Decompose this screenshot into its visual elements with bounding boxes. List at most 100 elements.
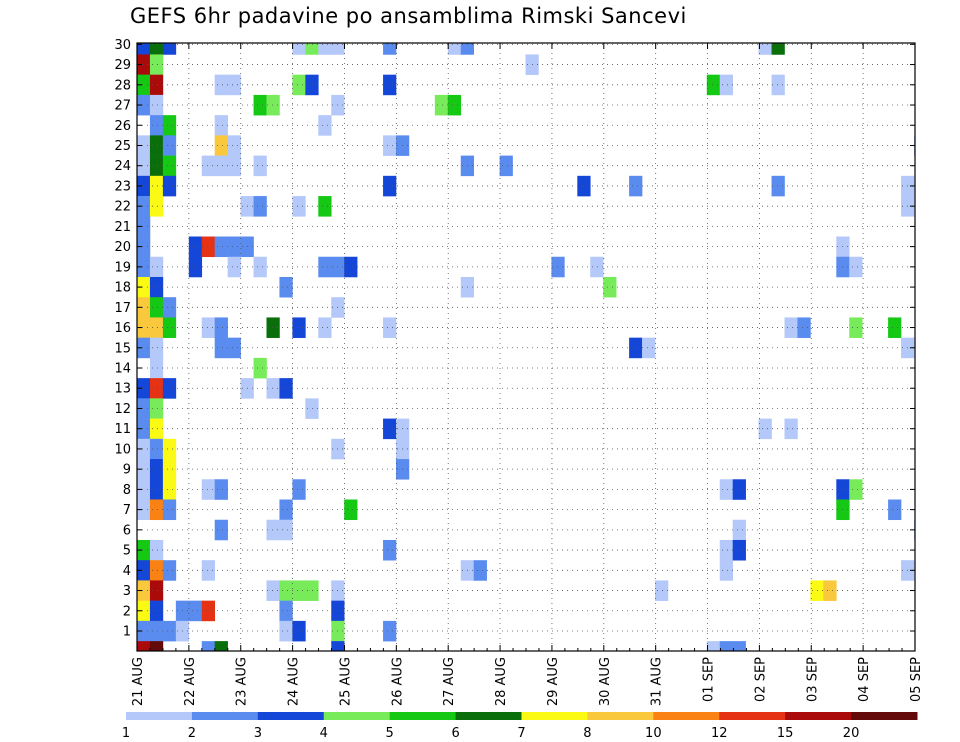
- heatmap-cell: [733, 661, 746, 682]
- y-tick-label: 14: [114, 362, 131, 377]
- heatmap-cell: [849, 317, 863, 338]
- heatmap-cell: [149, 438, 164, 460]
- heatmap-cell: [227, 337, 241, 359]
- heatmap-cell: [162, 115, 177, 136]
- heatmap-cell: [149, 479, 164, 500]
- heatmap-cell: [201, 560, 215, 581]
- heatmap-cell: [719, 641, 733, 651]
- heatmap-cell: [927, 500, 940, 521]
- heatmap-cell: [162, 43, 177, 55]
- heatmap-cell: [888, 317, 902, 338]
- y-tick-label: 10: [114, 442, 131, 457]
- y-tick-label: 6: [123, 523, 131, 538]
- heatmap-cell: [253, 357, 267, 379]
- heatmap-cell: [292, 580, 306, 601]
- y-axis-ticks: 1234567891011121314151617181920212223242…: [114, 38, 915, 640]
- heatmap-cell: [227, 155, 241, 177]
- heatmap-cell: [383, 620, 397, 642]
- heatmap-cell: [849, 256, 863, 278]
- heatmap-cell: [292, 74, 306, 96]
- heatmap-cell: [940, 176, 953, 197]
- heatmap-cell: [201, 479, 215, 500]
- heatmap-cell: [214, 74, 228, 96]
- heatmap-cell: [305, 398, 319, 419]
- heatmap-cell: [383, 74, 397, 96]
- heatmap-cell: [719, 479, 733, 500]
- heatmap-cell: [292, 620, 306, 642]
- heatmap-cell: [953, 378, 960, 399]
- x-tick-label: 31 AUG: [650, 657, 665, 706]
- heatmap-cell: [771, 74, 785, 96]
- x-tick-label: 04 SEP: [857, 657, 872, 702]
- x-tick-label: 05 SEP: [909, 657, 924, 702]
- heatmap-cell: [266, 519, 280, 541]
- heatmap-cell: [137, 297, 151, 318]
- heatmap-cell: [137, 539, 151, 561]
- heatmap-cell: [137, 175, 151, 197]
- heatmap-cell: [137, 499, 151, 521]
- heatmap-cell: [149, 560, 164, 581]
- heatmap-cell: [163, 661, 176, 682]
- heatmap-cell: [784, 317, 798, 338]
- heatmap-cell: [253, 94, 267, 116]
- heatmap-cell: [953, 135, 960, 156]
- heatmap-cell: [162, 317, 177, 338]
- chart-title: GEFS 6hr padavine po ansamblima Rimski S…: [130, 4, 687, 28]
- heatmap-cell: [149, 398, 164, 419]
- heatmap-cell: [823, 580, 837, 601]
- heatmap-cell: [149, 94, 164, 116]
- heatmap-cell: [137, 398, 151, 419]
- heatmap-cell: [447, 94, 462, 116]
- heatmap-cell: [732, 641, 746, 651]
- colorbar-swatch: [455, 712, 522, 720]
- x-tick-label: 22 AUG: [183, 657, 198, 706]
- heatmap-cell: [149, 378, 164, 399]
- heatmap-cell: [771, 43, 785, 55]
- heatmap-cell: [590, 256, 604, 278]
- heatmap-cell: [214, 337, 228, 359]
- heatmap-cell: [953, 196, 960, 217]
- heatmap-cell: [149, 256, 164, 278]
- heatmap-cell: [383, 418, 397, 440]
- heatmap-cell: [214, 317, 228, 338]
- heatmap-cell: [162, 155, 177, 177]
- heatmap-cell: [137, 479, 151, 500]
- heatmap-cell: [149, 317, 164, 338]
- colorbar-swatch: [389, 712, 457, 720]
- heatmap-cell: [201, 155, 215, 177]
- heatmap-cell: [188, 236, 203, 258]
- x-tick-label: 26 AUG: [390, 657, 405, 706]
- y-tick-label: 5: [123, 544, 131, 559]
- y-tick-label: 2: [123, 604, 131, 619]
- heatmap-cell: [642, 337, 656, 359]
- heatmap-cell: [706, 641, 721, 651]
- heatmap-cell: [292, 479, 306, 500]
- heatmap-cell: [214, 236, 228, 258]
- heatmap-cell: [253, 256, 267, 278]
- heatmap-cell: [149, 175, 164, 197]
- y-tick-label: 7: [123, 503, 131, 518]
- y-tick-label: 15: [114, 341, 131, 356]
- y-tick-label: 9: [123, 463, 131, 478]
- heatmap-cell: [771, 175, 785, 197]
- heatmap-cell: [149, 418, 164, 440]
- heatmap-cell: [447, 43, 462, 55]
- heatmap-cell: [655, 580, 669, 601]
- heatmap-cell: [473, 560, 487, 581]
- heatmap-cell: [603, 276, 617, 298]
- colorbar-swatch: [719, 712, 786, 720]
- heatmap-cell: [266, 580, 280, 601]
- heatmap-cell: [214, 641, 228, 651]
- y-tick-label: 12: [114, 402, 131, 417]
- heatmap-cell: [279, 378, 293, 399]
- heatmap-cell: [940, 338, 953, 359]
- heatmap-cell: [797, 317, 811, 338]
- heatmap-cell: [137, 337, 151, 359]
- heatmap-cell: [137, 43, 151, 55]
- colorbar-label: 20: [843, 726, 860, 741]
- heatmap-cell: [137, 418, 151, 440]
- heatmap-cell: [137, 620, 151, 642]
- heatmap-cell: [149, 620, 164, 642]
- x-tick-label: 29 AUG: [546, 657, 561, 706]
- heatmap-cell: [305, 74, 319, 96]
